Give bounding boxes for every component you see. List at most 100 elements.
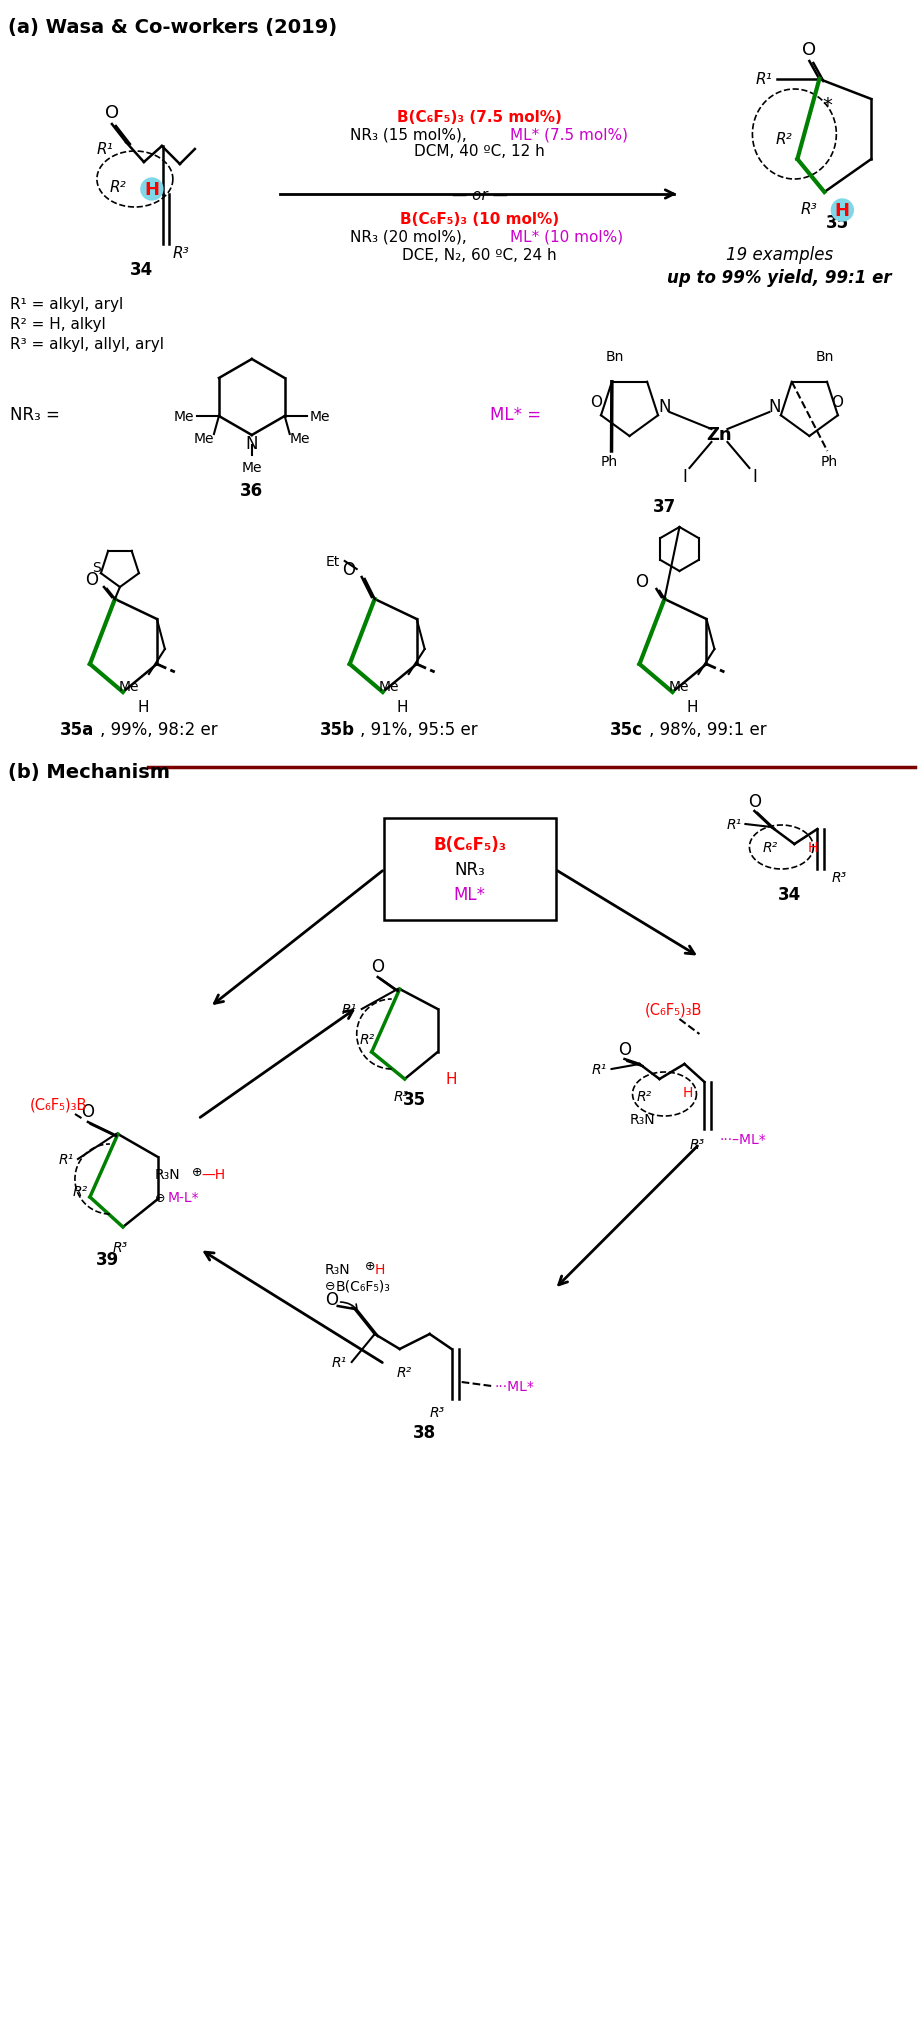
Text: , 98%, 99:1 er: , 98%, 99:1 er (650, 721, 767, 740)
Text: NR₃ =: NR₃ = (10, 406, 60, 425)
Ellipse shape (140, 179, 163, 201)
Text: B(C₆F₅)₃: B(C₆F₅)₃ (335, 1280, 391, 1292)
Text: R¹: R¹ (756, 73, 772, 87)
Text: H: H (137, 701, 149, 715)
Text: R³: R³ (690, 1138, 705, 1152)
Text: Me: Me (193, 431, 214, 445)
Text: R² = H, alkyl: R² = H, alkyl (10, 317, 105, 333)
Text: H: H (397, 701, 408, 715)
Text: ⊕: ⊕ (365, 1260, 375, 1272)
Text: Me: Me (290, 431, 310, 445)
Text: R¹: R¹ (96, 142, 114, 156)
Text: R₃N: R₃N (629, 1112, 655, 1126)
Text: R²: R² (110, 179, 127, 195)
Text: Me: Me (668, 679, 688, 693)
Text: R³: R³ (394, 1089, 409, 1103)
Text: 35: 35 (403, 1091, 426, 1107)
Text: O: O (802, 41, 817, 59)
Text: 34: 34 (778, 886, 801, 904)
Text: (b) Mechanism: (b) Mechanism (8, 762, 170, 782)
FancyBboxPatch shape (383, 819, 555, 920)
Text: 34: 34 (130, 260, 153, 278)
Text: S: S (92, 561, 102, 575)
Text: ML*: ML* (454, 886, 486, 904)
Text: N: N (658, 398, 671, 417)
Text: Ph: Ph (601, 455, 618, 469)
Text: Me: Me (241, 461, 262, 475)
Text: ⊖: ⊖ (324, 1280, 335, 1292)
Text: Bn: Bn (815, 350, 833, 364)
Text: 36: 36 (240, 482, 263, 500)
Text: B(C₆F₅)₃: B(C₆F₅)₃ (433, 835, 506, 853)
Text: ML* =: ML* = (490, 406, 541, 425)
Text: 35a: 35a (60, 721, 94, 740)
Text: Et: Et (325, 555, 340, 569)
Text: R²: R² (637, 1089, 652, 1103)
Text: R³ = alkyl, allyl, aryl: R³ = alkyl, allyl, aryl (10, 337, 164, 352)
Text: 35c: 35c (610, 721, 642, 740)
Text: H: H (808, 841, 818, 855)
Text: Me: Me (379, 679, 399, 693)
Text: H: H (682, 1085, 693, 1099)
Text: R¹: R¹ (332, 1355, 347, 1370)
Text: O: O (635, 573, 648, 591)
Text: up to 99% yield, 99:1 er: up to 99% yield, 99:1 er (667, 268, 892, 287)
Text: Me: Me (174, 410, 194, 425)
Text: 19 examples: 19 examples (726, 246, 833, 264)
Text: ···–ML*: ···–ML* (720, 1132, 766, 1146)
Text: H: H (446, 1073, 457, 1087)
Text: B(C₆F₅)₃ (7.5 mol%): B(C₆F₅)₃ (7.5 mol%) (397, 110, 562, 124)
Text: O: O (371, 957, 384, 975)
Text: (C₆F₅)₃B: (C₆F₅)₃B (645, 1002, 702, 1016)
Text: H: H (687, 701, 699, 715)
Text: H: H (144, 181, 159, 199)
Text: R²: R² (72, 1185, 88, 1199)
Text: DCM, 40 ºC, 12 h: DCM, 40 ºC, 12 h (414, 144, 545, 158)
Text: R³: R³ (113, 1240, 128, 1254)
Text: R³: R³ (430, 1406, 445, 1418)
Text: B(C₆F₅)₃ (10 mol%): B(C₆F₅)₃ (10 mol%) (400, 213, 559, 228)
Text: 39: 39 (96, 1250, 119, 1268)
Text: H: H (835, 201, 850, 219)
Text: R²: R² (776, 132, 793, 148)
Text: 37: 37 (653, 498, 676, 516)
Text: O: O (104, 104, 119, 122)
Text: R³: R³ (832, 870, 846, 884)
Ellipse shape (832, 199, 854, 221)
Text: Me: Me (310, 410, 330, 425)
Text: O: O (342, 561, 355, 579)
Text: 35b: 35b (320, 721, 355, 740)
Text: M-L*: M-L* (168, 1191, 200, 1205)
Text: Ph: Ph (821, 455, 838, 469)
Text: ⊕: ⊕ (192, 1164, 202, 1179)
Text: NR₃: NR₃ (455, 862, 485, 878)
Text: R³: R³ (173, 246, 189, 260)
Text: I: I (752, 467, 757, 486)
Text: R₃N: R₃N (324, 1262, 350, 1276)
Text: R¹: R¹ (342, 1002, 358, 1016)
Text: —H: —H (201, 1168, 226, 1181)
Text: O: O (85, 571, 99, 589)
Text: Zn: Zn (707, 427, 732, 443)
Text: R¹: R¹ (58, 1152, 74, 1166)
Text: N: N (768, 398, 781, 417)
Text: R¹: R¹ (592, 1063, 607, 1077)
Text: O: O (748, 792, 761, 811)
Text: R²: R² (360, 1032, 375, 1046)
Text: ML* (10 mol%): ML* (10 mol%) (510, 230, 623, 244)
Text: *: * (822, 96, 833, 114)
Text: ML* (7.5 mol%): ML* (7.5 mol%) (510, 128, 627, 142)
Text: O: O (325, 1290, 338, 1309)
Text: R²: R² (762, 841, 777, 855)
Text: , 91%, 95:5 er: , 91%, 95:5 er (359, 721, 478, 740)
Text: O: O (590, 394, 602, 410)
Text: ···ML*: ···ML* (494, 1380, 534, 1394)
Text: ⊖: ⊖ (155, 1191, 165, 1203)
Text: R₃N: R₃N (155, 1168, 180, 1181)
Text: R¹ = alkyl, aryl: R¹ = alkyl, aryl (10, 297, 123, 313)
Text: N: N (246, 435, 258, 453)
Text: — or —: — or — (452, 189, 507, 203)
Text: DCE, N₂, 60 ºC, 24 h: DCE, N₂, 60 ºC, 24 h (402, 248, 557, 262)
Text: Bn: Bn (605, 350, 624, 364)
Text: (a) Wasa & Co-workers (2019): (a) Wasa & Co-workers (2019) (8, 18, 337, 37)
